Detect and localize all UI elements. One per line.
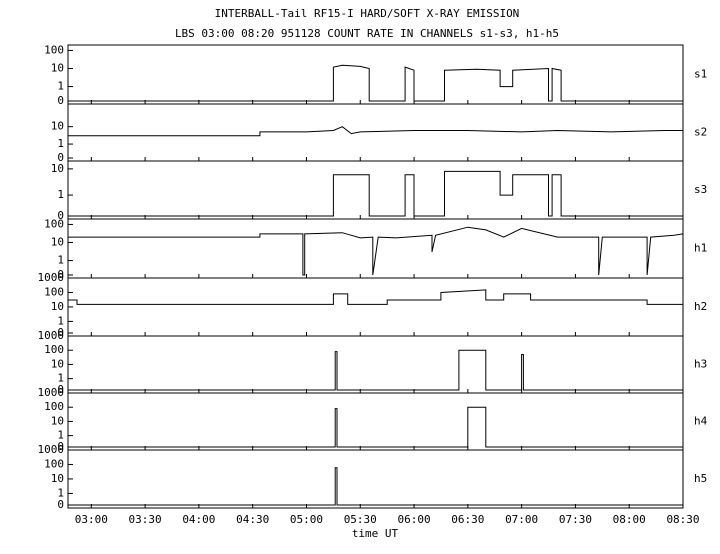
y-tick-label: 1000 <box>38 386 65 399</box>
data-line <box>68 126 683 137</box>
panel-label: h3 <box>694 358 707 371</box>
panel-label: h4 <box>694 415 708 428</box>
y-tick-label: 1 <box>57 372 64 385</box>
y-tick-label: 1 <box>57 486 64 499</box>
panel-frame <box>67 160 684 220</box>
data-line <box>68 226 684 276</box>
y-tick-label: 0 <box>57 440 64 453</box>
x-tick-label: 08:00 <box>613 513 646 526</box>
panel-frame <box>67 449 684 509</box>
x-tick-label: 03:00 <box>75 513 108 526</box>
x-tick-label: 07:00 <box>505 513 538 526</box>
chart-subtitle: LBS 03:00 08:20 951128 COUNT RATE IN CHA… <box>175 27 559 40</box>
y-tick-label: 10 <box>51 120 64 133</box>
y-tick-label: 10 <box>51 414 64 427</box>
y-tick-label: 1 <box>57 188 64 201</box>
panel-label: h5 <box>694 472 707 485</box>
panel-frame <box>67 392 684 451</box>
panel-label: h2 <box>694 300 707 313</box>
y-tick-label: 10 <box>51 235 64 248</box>
y-tick-label: 0 <box>57 209 64 222</box>
x-tick-label: 08:30 <box>666 513 699 526</box>
y-tick-label: 1000 <box>38 329 65 342</box>
x-axis-label: time UT <box>352 527 399 540</box>
x-tick-label: 04:00 <box>182 513 215 526</box>
x-tick-label: 03:30 <box>129 513 162 526</box>
panel-frame <box>67 44 684 105</box>
x-tick-label: 07:30 <box>559 513 592 526</box>
y-tick-label: 10 <box>51 61 64 74</box>
y-tick-label: 100 <box>44 43 64 56</box>
y-tick-label: 100 <box>44 285 64 298</box>
y-tick-label: 0 <box>57 151 64 164</box>
panel-frame <box>67 103 684 162</box>
data-line <box>68 467 683 506</box>
y-tick-label: 1000 <box>38 443 65 456</box>
x-tick-label: 06:00 <box>397 513 430 526</box>
panel-frame <box>67 335 684 394</box>
panel-label: s3 <box>694 183 707 196</box>
y-tick-label: 100 <box>44 400 64 413</box>
x-tick-label: 05:00 <box>290 513 323 526</box>
x-tick-label: 04:30 <box>236 513 269 526</box>
y-tick-label: 1 <box>57 137 64 150</box>
y-tick-label: 0 <box>57 326 64 339</box>
y-tick-label: 100 <box>44 343 64 356</box>
data-line <box>68 406 683 448</box>
y-tick-label: 0 <box>57 383 64 396</box>
x-tick-label: 05:30 <box>344 513 377 526</box>
x-tick-label: 06:30 <box>451 513 484 526</box>
data-line <box>68 170 683 217</box>
panel-frame <box>67 277 684 337</box>
y-tick-label: 0 <box>57 268 64 281</box>
panel-label: s2 <box>694 126 707 139</box>
y-tick-label: 1 <box>57 80 64 93</box>
y-tick-label: 100 <box>44 457 64 470</box>
y-tick-label: 10 <box>51 357 64 370</box>
panel-label: h1 <box>694 242 707 255</box>
y-tick-label: 10 <box>51 300 64 313</box>
y-tick-label: 1000 <box>38 271 65 284</box>
y-tick-label: 1 <box>57 314 64 327</box>
data-line <box>68 289 683 305</box>
y-tick-label: 10 <box>51 162 64 175</box>
y-tick-label: 100 <box>44 217 64 230</box>
y-tick-label: 0 <box>57 498 64 511</box>
chart-title: INTERBALL-Tail RF15-I HARD/SOFT X-RAY EM… <box>215 7 520 20</box>
y-tick-label: 10 <box>51 472 64 485</box>
y-tick-label: 1 <box>57 254 64 267</box>
y-tick-label: 1 <box>57 429 64 442</box>
data-line <box>68 349 683 391</box>
y-tick-label: 0 <box>57 94 64 107</box>
data-line <box>68 64 683 102</box>
panel-label: s1 <box>694 68 707 81</box>
panel-frame <box>67 218 684 279</box>
